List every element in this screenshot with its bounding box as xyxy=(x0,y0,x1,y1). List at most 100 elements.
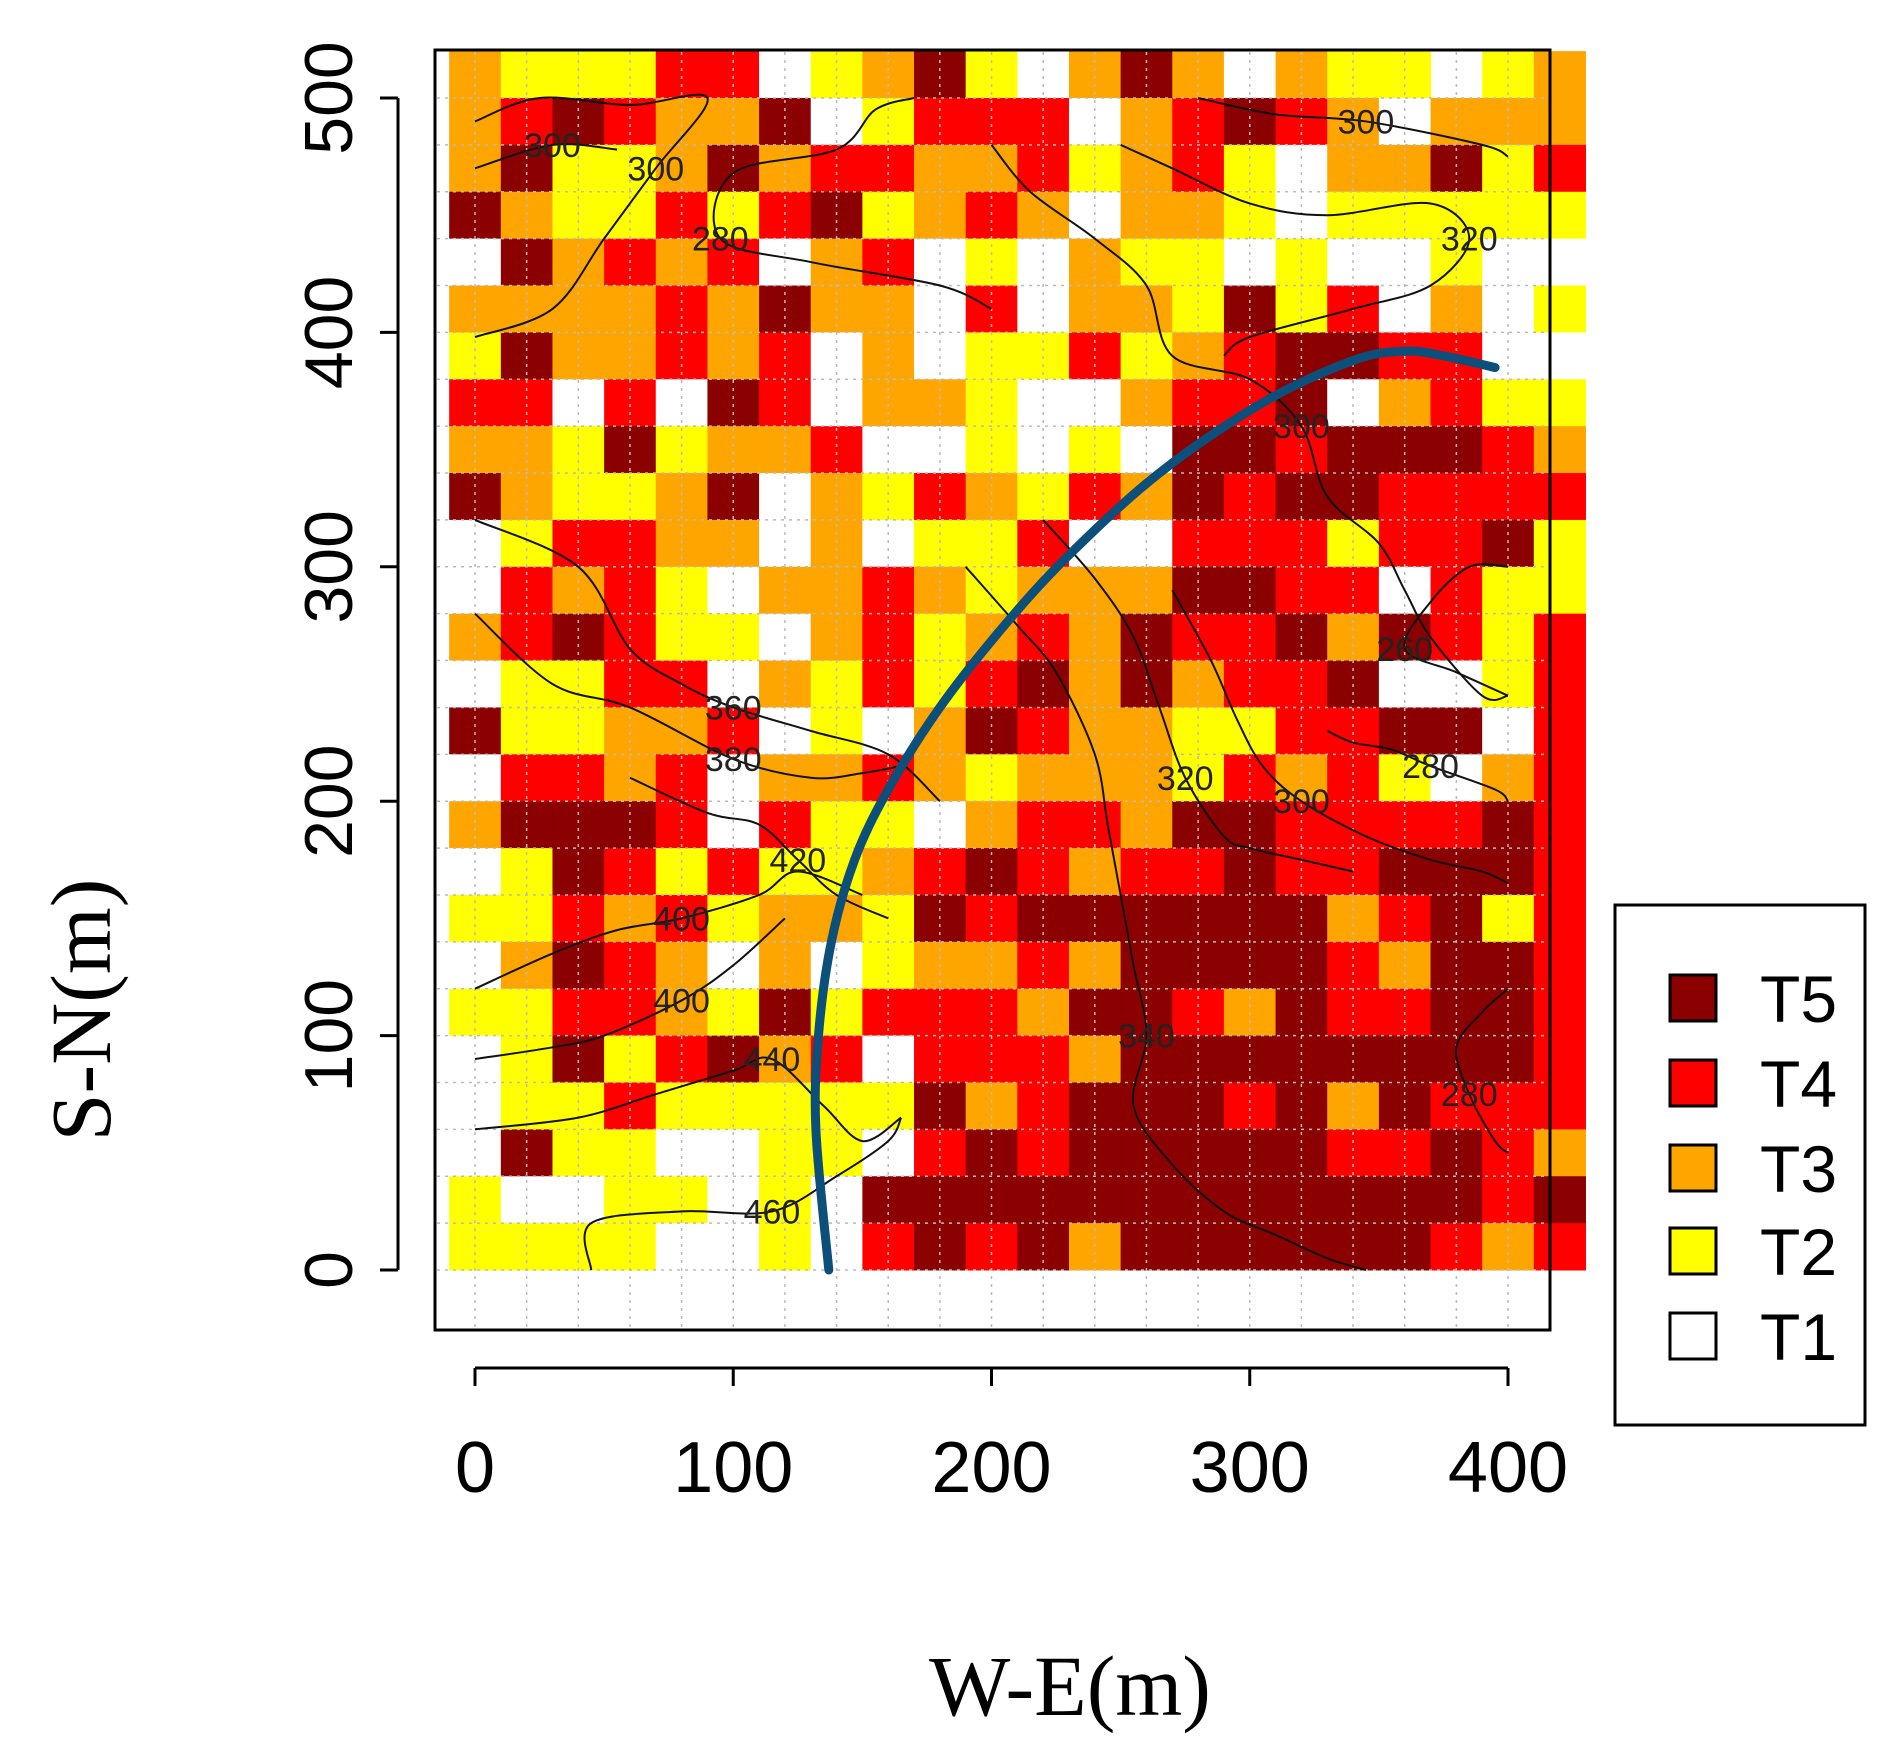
heatmap-cell xyxy=(1327,144,1380,193)
heatmap-cell xyxy=(965,1035,1018,1083)
heatmap-cell xyxy=(914,51,967,99)
heatmap-cell xyxy=(862,51,915,99)
heatmap-cell xyxy=(759,707,812,755)
heatmap-cell xyxy=(1172,707,1225,755)
heatmap-cell xyxy=(707,98,760,146)
heatmap-cell xyxy=(1378,98,1432,146)
heatmap-cell xyxy=(1172,1035,1225,1083)
contour-label: 440 xyxy=(744,1041,801,1079)
heatmap-cell xyxy=(1275,426,1328,474)
heatmap-cell xyxy=(449,707,502,755)
heatmap-cell xyxy=(1327,1129,1380,1177)
heatmap-cell xyxy=(552,191,605,240)
heatmap-cell xyxy=(552,379,605,427)
heatmap-cell xyxy=(914,754,967,802)
heatmap-cell xyxy=(862,98,915,146)
contour-line xyxy=(1197,97,1509,158)
y-tick-label: 0 xyxy=(291,1251,367,1289)
heatmap-cell xyxy=(914,1176,967,1224)
heatmap-cell xyxy=(862,426,915,474)
heatmap-cell xyxy=(965,1129,1018,1177)
heatmap-cell xyxy=(1223,191,1277,240)
heatmap-cell xyxy=(655,1082,708,1130)
heatmap-cell xyxy=(1017,707,1070,755)
heatmap-cell xyxy=(1017,379,1070,427)
heatmap-cell xyxy=(1172,191,1225,240)
heatmap-cell xyxy=(1120,801,1173,849)
contour-label: 300 xyxy=(524,127,581,165)
contour-line xyxy=(964,566,1367,1271)
heatmap-cell xyxy=(1223,51,1277,99)
heatmap-cell xyxy=(914,1035,967,1083)
heatmap-cell xyxy=(1533,707,1586,755)
heatmap-cell xyxy=(500,848,553,896)
heatmap-cell xyxy=(655,519,708,568)
heatmap-cell xyxy=(1378,848,1432,896)
heatmap-cell xyxy=(1327,51,1380,99)
heatmap-cell xyxy=(1533,98,1586,146)
heatmap-cell xyxy=(759,426,812,474)
heatmap-cell xyxy=(1068,707,1122,755)
contour-label: 300 xyxy=(627,150,684,188)
heatmap-cell xyxy=(914,473,967,521)
heatmap-cell xyxy=(1430,1129,1483,1177)
heatmap-cell xyxy=(1275,144,1328,193)
heatmap-cell xyxy=(759,1035,812,1083)
contour-label: 300 xyxy=(1338,103,1395,141)
heatmap-cell xyxy=(1482,707,1535,755)
heatmap-cell xyxy=(1068,191,1122,240)
heatmap-cell xyxy=(449,848,502,896)
legend-label-t1: T1 xyxy=(1760,1300,1837,1374)
heatmap-cell xyxy=(1275,707,1328,755)
heatmap-cell xyxy=(1430,144,1483,193)
heatmap-cell xyxy=(552,1082,605,1130)
heatmap-cell xyxy=(449,191,502,240)
heatmap-cell xyxy=(1017,144,1070,193)
heatmap-cell xyxy=(655,848,708,896)
heatmap-cell xyxy=(1533,801,1586,849)
heatmap-cell xyxy=(1533,988,1586,1037)
heatmap-cell xyxy=(1482,1129,1535,1177)
heatmap-cell xyxy=(1172,801,1225,849)
heatmap-cell xyxy=(1430,379,1483,427)
heatmap-cell xyxy=(1378,191,1432,240)
heatmap-cell xyxy=(449,51,502,99)
heatmap-cell xyxy=(552,98,605,146)
heatmap-cell xyxy=(449,426,502,474)
heatmap-cell xyxy=(914,519,967,568)
heatmap-cell xyxy=(759,144,812,193)
contour-label: 300 xyxy=(1273,783,1330,821)
heatmap-cell xyxy=(1017,1082,1070,1130)
heatmap-cell xyxy=(1068,848,1122,896)
heatmap-cell xyxy=(604,1035,657,1083)
heatmap-cell xyxy=(1533,426,1586,474)
heatmap-cell xyxy=(500,519,553,568)
heatmap-cell xyxy=(1482,519,1535,568)
heatmap-cell xyxy=(1120,51,1173,99)
heatmap-cell xyxy=(1120,519,1173,568)
heatmap-cell xyxy=(1533,51,1586,99)
heatmap-cell xyxy=(862,1129,915,1177)
heatmap-cell xyxy=(1120,754,1173,802)
heatmap-cell xyxy=(1275,1129,1328,1177)
heatmap-cell xyxy=(1068,51,1122,99)
heatmap-cell xyxy=(500,754,553,802)
heatmap-cell xyxy=(759,801,812,849)
heatmap-cell xyxy=(965,473,1018,521)
heatmap-cell xyxy=(604,848,657,896)
heatmap-cell xyxy=(500,191,553,240)
heatmap-cell xyxy=(810,473,863,521)
heatmap-cell xyxy=(1223,1129,1277,1177)
heatmap-cell xyxy=(1017,754,1070,802)
heatmap-cell xyxy=(1533,1176,1586,1224)
heatmap-cell xyxy=(1482,754,1535,802)
heatmap-cell xyxy=(707,754,760,802)
heatmap-cell xyxy=(1533,941,1586,990)
heatmap-cell xyxy=(810,707,863,755)
heatmap-cell xyxy=(914,801,967,849)
heatmap-cell xyxy=(1533,1082,1586,1130)
heatmap-cell xyxy=(965,426,1018,474)
heatmap-cell xyxy=(810,801,863,849)
heatmap-cell xyxy=(1533,473,1586,521)
